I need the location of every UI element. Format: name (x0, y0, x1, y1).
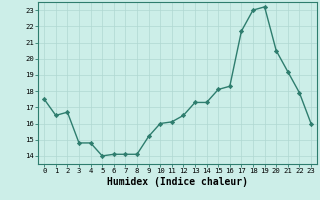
X-axis label: Humidex (Indice chaleur): Humidex (Indice chaleur) (107, 177, 248, 187)
